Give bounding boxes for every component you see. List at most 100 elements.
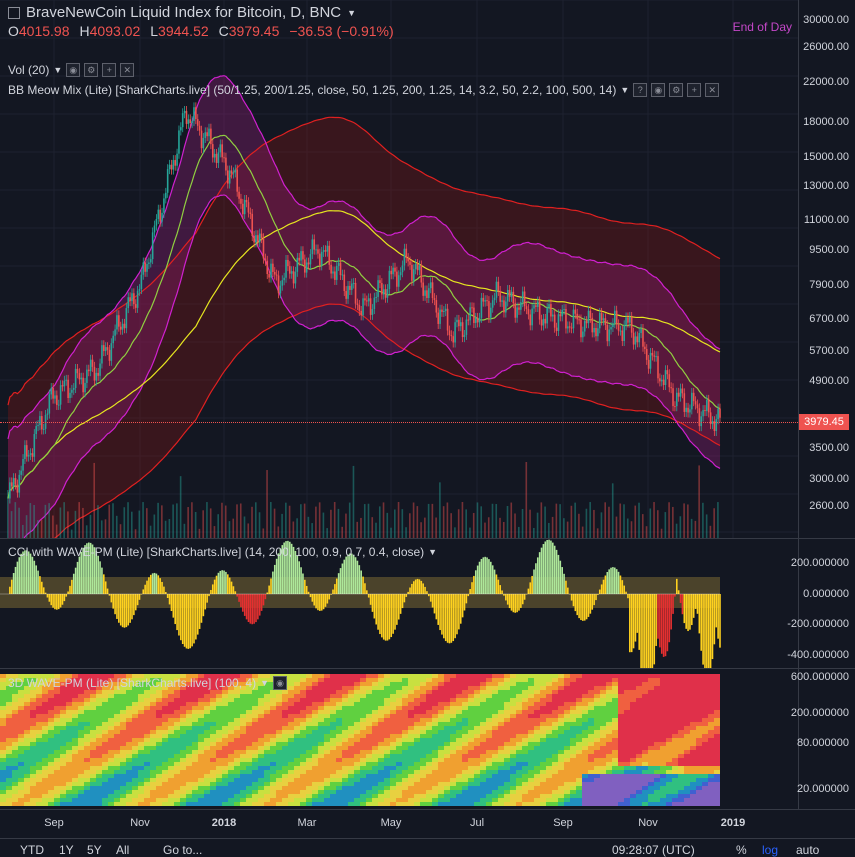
wave-cell — [438, 770, 444, 774]
symbol-title[interactable]: BraveNewCoin Liquid Index for Bitcoin, D… — [26, 4, 341, 21]
wave-cell — [480, 730, 486, 734]
close-icon[interactable]: ✕ — [120, 63, 134, 77]
wave-cell — [396, 786, 402, 790]
wave-cell — [462, 782, 468, 786]
cci-label[interactable]: CCI with WAVE-PM (Lite) [SharkCharts.liv… — [8, 545, 424, 559]
wave-cell — [276, 718, 282, 722]
wave-chart-canvas[interactable] — [0, 669, 798, 809]
wave-cell — [372, 742, 378, 746]
wave-cell — [306, 742, 312, 746]
wave-cell — [138, 698, 144, 702]
candle-body — [300, 251, 302, 260]
wave-cell — [318, 734, 324, 738]
wave-cell — [570, 794, 576, 798]
wave-cell — [456, 682, 462, 686]
candle-body — [287, 260, 289, 266]
bb-label[interactable]: BB Meow Mix (Lite) [SharkCharts.live] (5… — [8, 83, 616, 97]
volume-bar — [462, 502, 464, 538]
wave-cell — [444, 754, 450, 758]
wave-cell — [288, 790, 294, 794]
wave-cell — [564, 674, 570, 678]
volume-bar — [661, 529, 663, 538]
wave-cell — [258, 742, 264, 746]
wave-cell — [276, 782, 282, 786]
wave-cell — [594, 698, 600, 702]
wave-cell — [516, 674, 522, 678]
flag-icon[interactable] — [8, 7, 20, 19]
wave-cell — [498, 794, 504, 798]
wave-cell — [396, 766, 402, 770]
gear-icon[interactable]: ⚙ — [669, 83, 683, 97]
wave-cell — [540, 790, 546, 794]
visibility-icon[interactable]: ◉ — [651, 83, 665, 97]
candle-body — [171, 165, 173, 170]
wave-cell — [282, 790, 288, 794]
wave-cell — [564, 742, 570, 746]
candle-body — [552, 315, 554, 317]
gear-icon[interactable]: ⚙ — [84, 63, 98, 77]
wave-cell — [450, 686, 456, 690]
wave-cell — [546, 714, 552, 718]
wave-cell — [348, 754, 354, 758]
chevron-down-icon[interactable]: ▼ — [428, 547, 437, 557]
wave-cell — [612, 742, 618, 746]
wave-cell — [246, 698, 252, 702]
wave-cell — [264, 698, 270, 702]
more-icon[interactable]: + — [102, 63, 116, 77]
candle-body — [665, 370, 667, 385]
wave-cell — [510, 738, 516, 742]
wave-cell — [540, 802, 546, 806]
chevron-down-icon[interactable]: ▼ — [53, 65, 62, 75]
wave-cell — [510, 710, 516, 714]
wave-cell — [588, 746, 594, 750]
close-icon[interactable]: ✕ — [705, 83, 719, 97]
candle-body — [392, 268, 394, 275]
more-icon[interactable]: + — [687, 83, 701, 97]
candle-body — [469, 307, 471, 320]
price-pane[interactable] — [0, 0, 798, 538]
wave-cell — [42, 710, 48, 714]
bb-legend[interactable]: BB Meow Mix (Lite) [SharkCharts.live] (5… — [8, 83, 719, 97]
wave-cell — [480, 794, 486, 798]
wave-cell — [54, 782, 60, 786]
volume-bar — [548, 523, 550, 538]
wave-cell — [378, 694, 384, 698]
volume-label[interactable]: Vol (20) — [8, 63, 49, 77]
wave-cell — [540, 734, 546, 738]
wave-cell — [342, 758, 348, 762]
volume-bar — [522, 509, 524, 538]
wave-cell — [552, 742, 558, 746]
wave-cell — [42, 690, 48, 694]
chevron-down-icon[interactable]: ▼ — [620, 85, 629, 95]
wave-cell — [624, 782, 630, 786]
wave-cell — [84, 778, 90, 782]
wave-cell — [198, 722, 204, 726]
chevron-down-icon[interactable]: ▼ — [347, 8, 356, 18]
wave-cell — [126, 766, 132, 770]
wave-cell — [150, 798, 156, 802]
help-icon[interactable]: ? — [633, 83, 647, 97]
wave-cell — [336, 738, 342, 742]
volume-bar — [229, 521, 231, 538]
wave-cell — [534, 682, 540, 686]
wave-cell — [180, 770, 186, 774]
wave-cell — [138, 802, 144, 806]
wave-cell — [450, 750, 456, 754]
cci-legend[interactable]: CCI with WAVE-PM (Lite) [SharkCharts.liv… — [8, 545, 437, 559]
wave-cell — [12, 742, 18, 746]
wave-cell — [636, 802, 642, 806]
volume-legend[interactable]: Vol (20) ▼ ◉ ⚙ + ✕ — [8, 63, 134, 77]
price-chart-canvas[interactable] — [0, 0, 798, 538]
wave-cell — [198, 754, 204, 758]
wave-cell — [246, 794, 252, 798]
visibility-icon[interactable]: ◉ — [66, 63, 80, 77]
wave-cell — [84, 690, 90, 694]
wave-cell — [396, 746, 402, 750]
volume-bar — [75, 511, 77, 538]
wave-cell — [108, 730, 114, 734]
wave-pane[interactable] — [0, 669, 798, 809]
wave-cell — [444, 786, 450, 790]
wave-cell — [312, 686, 318, 690]
wave-cell — [258, 762, 264, 766]
wave-cell — [348, 786, 354, 790]
